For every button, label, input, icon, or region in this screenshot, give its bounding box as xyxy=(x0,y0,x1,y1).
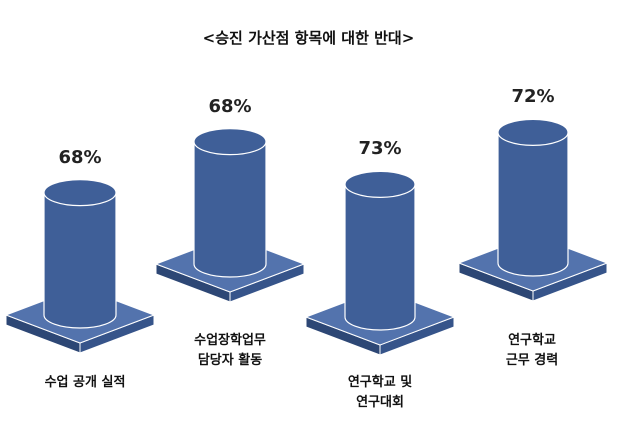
bar-group xyxy=(457,118,609,302)
bar xyxy=(193,141,267,278)
category-label-line: 수업 공개 실적 xyxy=(44,375,126,390)
bar-group xyxy=(154,128,306,303)
bar-top-cap xyxy=(344,170,416,198)
data-label: 68% xyxy=(208,95,252,117)
bar-top-cap xyxy=(43,179,117,207)
category-label-line: 수업장학업무 xyxy=(194,333,266,348)
data-label: 73% xyxy=(358,138,402,160)
bar-top-cap xyxy=(193,128,267,156)
bar xyxy=(43,192,117,329)
category-label-line: 연구학교 및 xyxy=(347,375,413,390)
bar-group xyxy=(304,170,456,356)
data-label: 68% xyxy=(58,146,102,168)
category-label-line: 연구학교 xyxy=(508,333,556,348)
bar-group xyxy=(4,179,156,354)
category-label-line: 담당자 활동 xyxy=(197,353,263,368)
bar xyxy=(344,183,416,331)
category-label: 수업 공개 실적 xyxy=(0,373,170,393)
category-label-line: 연구대회 xyxy=(356,395,404,410)
chart-title: <승진 가산점 항목에 대한 반대> xyxy=(202,29,415,47)
bar xyxy=(497,131,569,277)
data-label: 72% xyxy=(511,86,555,108)
category-label-line: 근무 경력 xyxy=(505,353,559,368)
bar-top-cap xyxy=(497,118,569,146)
